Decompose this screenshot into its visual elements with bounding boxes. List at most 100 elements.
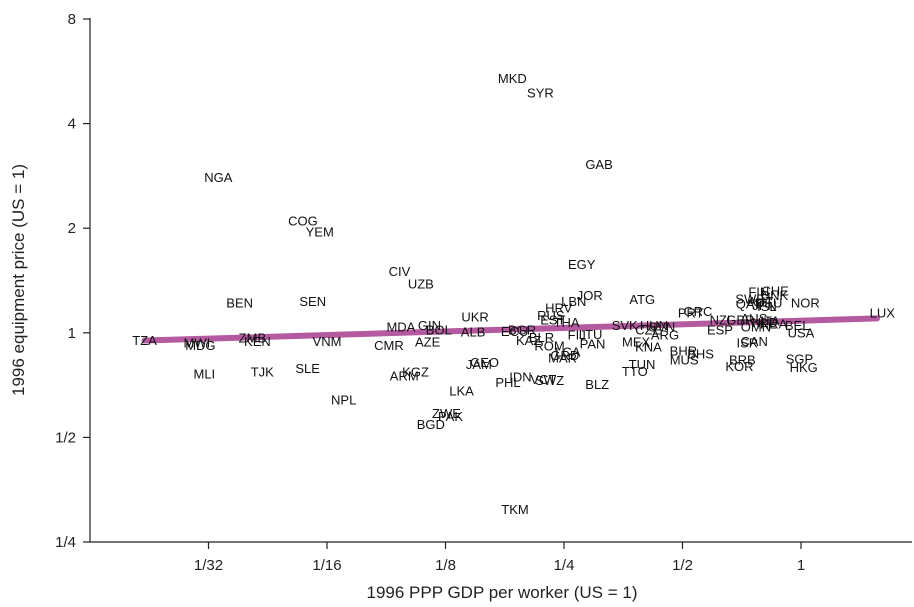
point-label-rom: ROM [534,339,564,354]
point-label-omn: OMN [741,319,771,334]
point-label-bgd: BGD [417,417,445,432]
point-label-aut: AUT [748,294,774,309]
point-label-npl: NPL [331,393,356,408]
point-label-can: CAN [740,334,767,349]
point-label-tza: TZA [132,333,157,348]
point-label-rus: RUS [537,308,565,323]
point-label-fin: FIN [748,285,769,300]
y-tick-label: 4 [68,116,76,133]
point-label-arm: ARM [390,369,419,384]
point-label-syr: SYR [527,85,554,100]
point-label-che: CHE [761,283,789,298]
point-label-pan: PAN [580,336,606,351]
point-label-blz: BLZ [585,377,609,392]
y-tick-label: 8 [68,11,76,28]
point-label-grc: GRC [684,304,713,319]
point-label-uzb: UZB [408,277,434,292]
point-label-sen: SEN [299,294,326,309]
point-label-lbn: LBN [561,294,586,309]
point-label-alb: ALB [461,325,486,340]
point-label-kna: KNA [635,340,662,355]
point-label-zwe: ZWE [432,406,461,421]
point-label-cog: COG [288,213,318,228]
point-label-hrv: HRV [545,300,573,315]
point-label-ukr: UKR [461,310,488,325]
point-label-nzl: NZL [710,312,735,327]
point-label-civ: CIV [389,264,411,279]
point-label-kgz: KGZ [402,365,429,380]
point-label-ecu: ECU [501,324,528,339]
point-label-blr: BLR [529,330,554,345]
x-axis-title: 1996 PPP GDP per worker (US = 1) [366,583,637,602]
point-label-qat: QAT [736,297,762,312]
point-label-vnm: VNM [313,334,342,349]
point-label-nga: NGA [204,170,233,185]
point-label-bel: BEL [785,318,810,333]
point-label-pak: PAK [438,409,463,424]
point-label-gab: GAB [585,157,612,172]
y-axis-title: 1996 equipment price (US = 1) [9,164,28,396]
x-tick-label: 1/8 [435,557,456,574]
point-label-sle: SLE [295,361,320,376]
point-label-svn: SVN [649,319,676,334]
point-label-mli: MLI [194,367,216,382]
point-label-irl: IRL [756,317,776,332]
x-tick-label: 1/32 [194,557,223,574]
point-label-esp: ESP [707,322,733,337]
x-tick-label: 1/2 [672,557,693,574]
point-label-tun: TUN [629,357,656,372]
point-label-ken: KEN [244,334,271,349]
point-label-yem: YEM [306,225,334,240]
point-label-vct: VCT [530,372,556,387]
point-label-mus: MUS [670,353,699,368]
y-tick-label: 1/2 [55,429,76,446]
x-tick-label: 1/16 [312,557,341,574]
point-label-fij: FIJ [568,328,586,343]
point-label-hun: HUN [640,318,668,333]
point-label-mar: MAR [548,351,577,366]
fit-line [141,315,881,344]
point-label-aze: AZE [415,335,441,350]
point-label-tkm: TKM [501,502,528,517]
point-label-sgp: SGP [786,352,813,367]
point-label-zmb: ZMB [239,331,266,346]
point-label-brb: BRB [729,353,756,368]
point-label-egy: EGY [568,257,596,272]
point-label-bhs: BHS [687,346,714,361]
point-label-lux: LUX [870,306,896,321]
point-label-est: EST [540,312,565,327]
point-label-prt: PRT [678,306,704,321]
point-label-isr: ISR [736,335,758,350]
point-label-jpn: JPN [752,298,777,313]
point-label-bol: BOL [426,322,452,337]
point-label-isl: ISL [757,299,777,314]
y-tick-label: 1 [68,325,76,342]
point-label-mdg: MDG [185,338,215,353]
point-label-kaz: KAZ [516,333,541,348]
x-tick-label: 1/4 [554,557,575,574]
point-label-ltu: LTU [579,327,603,342]
point-label-tto: TTO [622,364,648,379]
point-label-dnk: DNK [761,288,789,303]
point-label-svk: SVK [612,318,638,333]
y-tick-label: 1/4 [55,534,76,551]
point-label-usa: USA [788,325,815,340]
point-label-kor: KOR [725,359,753,374]
point-label-hkg: HKG [790,360,818,375]
point-label-jor: JOR [577,288,603,303]
point-label-tjk: TJK [251,365,274,380]
point-label-bgr: BGR [508,322,536,337]
point-label-nld: NLD [752,315,778,330]
point-label-swz: SWZ [535,373,564,388]
point-label-tha: THA [554,315,580,330]
point-label-fra: FRA [761,317,787,332]
point-label-lca: LCA [555,345,581,360]
point-label-mwi: MWI [184,335,211,350]
axes [89,18,912,543]
point-label-jam: JAM [466,357,492,372]
point-label-gbr: GBR [726,312,754,327]
point-label-gin: GIN [418,318,441,333]
point-label-deu: DEU [755,295,782,310]
